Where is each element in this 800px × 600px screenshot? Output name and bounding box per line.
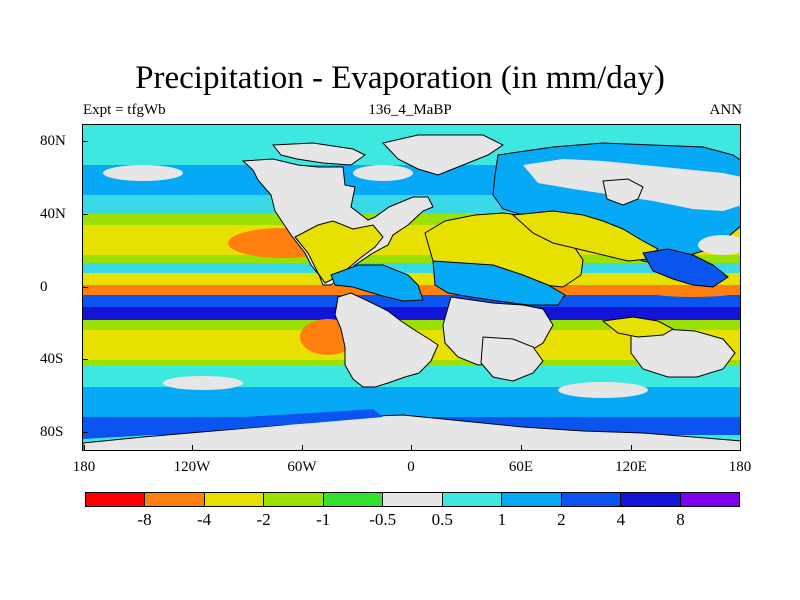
lat-tick: [82, 359, 88, 360]
north-atlantic-gray: [353, 165, 413, 181]
australia-yellow: [601, 316, 675, 338]
colorbar-box: [621, 493, 681, 506]
lat-tick: [82, 141, 88, 142]
antarctica-blue: [83, 409, 383, 439]
africa-south-tip: [480, 336, 544, 382]
colorbar-box: [680, 493, 739, 506]
colorbar-box: [204, 493, 265, 506]
period-label: 136_4_MaBP: [368, 102, 452, 118]
colorbar-box: [145, 493, 205, 506]
colorbar-box: [86, 493, 146, 506]
lat-label: 0: [40, 279, 48, 295]
arctic-canada: [271, 142, 366, 166]
colorbar-box: [383, 493, 443, 506]
lon-tick: [740, 445, 741, 451]
lat-tick: [82, 287, 88, 288]
colorbar-label: -4: [196, 510, 212, 529]
lon-tick: [631, 445, 632, 451]
colorbar-box: [323, 493, 384, 506]
experiment-label: Expt = tfgWb: [83, 102, 166, 118]
colorbar-label: -1: [316, 510, 331, 529]
map-panel: [82, 124, 741, 451]
west-pacific-green: [698, 235, 740, 255]
se-asia: [642, 248, 729, 288]
lon-label: 180: [728, 459, 752, 475]
colorbar-box: [264, 493, 324, 506]
colorbar-label: -0.5: [369, 510, 397, 529]
colorbar: [85, 492, 740, 507]
south-america-blue: [330, 264, 424, 302]
lat-tick: [82, 432, 88, 433]
lat-label: 80N: [40, 133, 66, 149]
lon-label: 60W: [287, 459, 317, 475]
south-indian-gray: [558, 382, 648, 398]
north-pacific-gray: [103, 165, 183, 181]
lon-tick: [521, 445, 522, 451]
greenland: [382, 134, 504, 176]
south-america: [334, 292, 439, 388]
colorbar-label: 8: [676, 510, 685, 529]
lon-label: 180: [72, 459, 96, 475]
colorbar-label: -2: [256, 510, 271, 529]
lon-label: 120E: [615, 459, 647, 475]
band-arctic: [83, 125, 740, 143]
lon-label: 120W: [173, 459, 211, 475]
season-label: ANN: [709, 102, 743, 118]
colorbar-label: 2: [557, 510, 566, 529]
map-field: [83, 125, 740, 450]
lon-tick: [192, 445, 193, 451]
north-america: [241, 158, 434, 286]
lon-tick: [302, 445, 303, 451]
lat-tick: [82, 214, 88, 215]
colorbar-box: [502, 493, 562, 506]
colorbar-label: 4: [616, 510, 626, 529]
asia-east-gray: [602, 178, 644, 206]
africa-central: [432, 260, 566, 306]
lon-label: 0: [407, 459, 415, 475]
colorbar-label: 0.5: [431, 510, 453, 529]
colorbar-box: [561, 493, 622, 506]
colorbar-label: -8: [137, 510, 152, 529]
lat-label: 40S: [40, 351, 64, 367]
colorbar-box: [442, 493, 503, 506]
lat-label: 80S: [40, 424, 64, 440]
lat-label: 40N: [40, 206, 66, 222]
north-america-green: [294, 220, 384, 284]
colorbar-label: 1: [497, 510, 507, 529]
lon-tick: [411, 445, 412, 451]
lon-tick: [84, 445, 85, 451]
south-pacific-gray: [163, 376, 243, 390]
lon-label: 60E: [508, 459, 534, 475]
pacific-itcz-east: [648, 287, 738, 297]
australia: [630, 328, 736, 378]
antarctica: [83, 414, 740, 450]
plot-title: Precipitation - Evaporation (in mm/day): [135, 60, 665, 96]
